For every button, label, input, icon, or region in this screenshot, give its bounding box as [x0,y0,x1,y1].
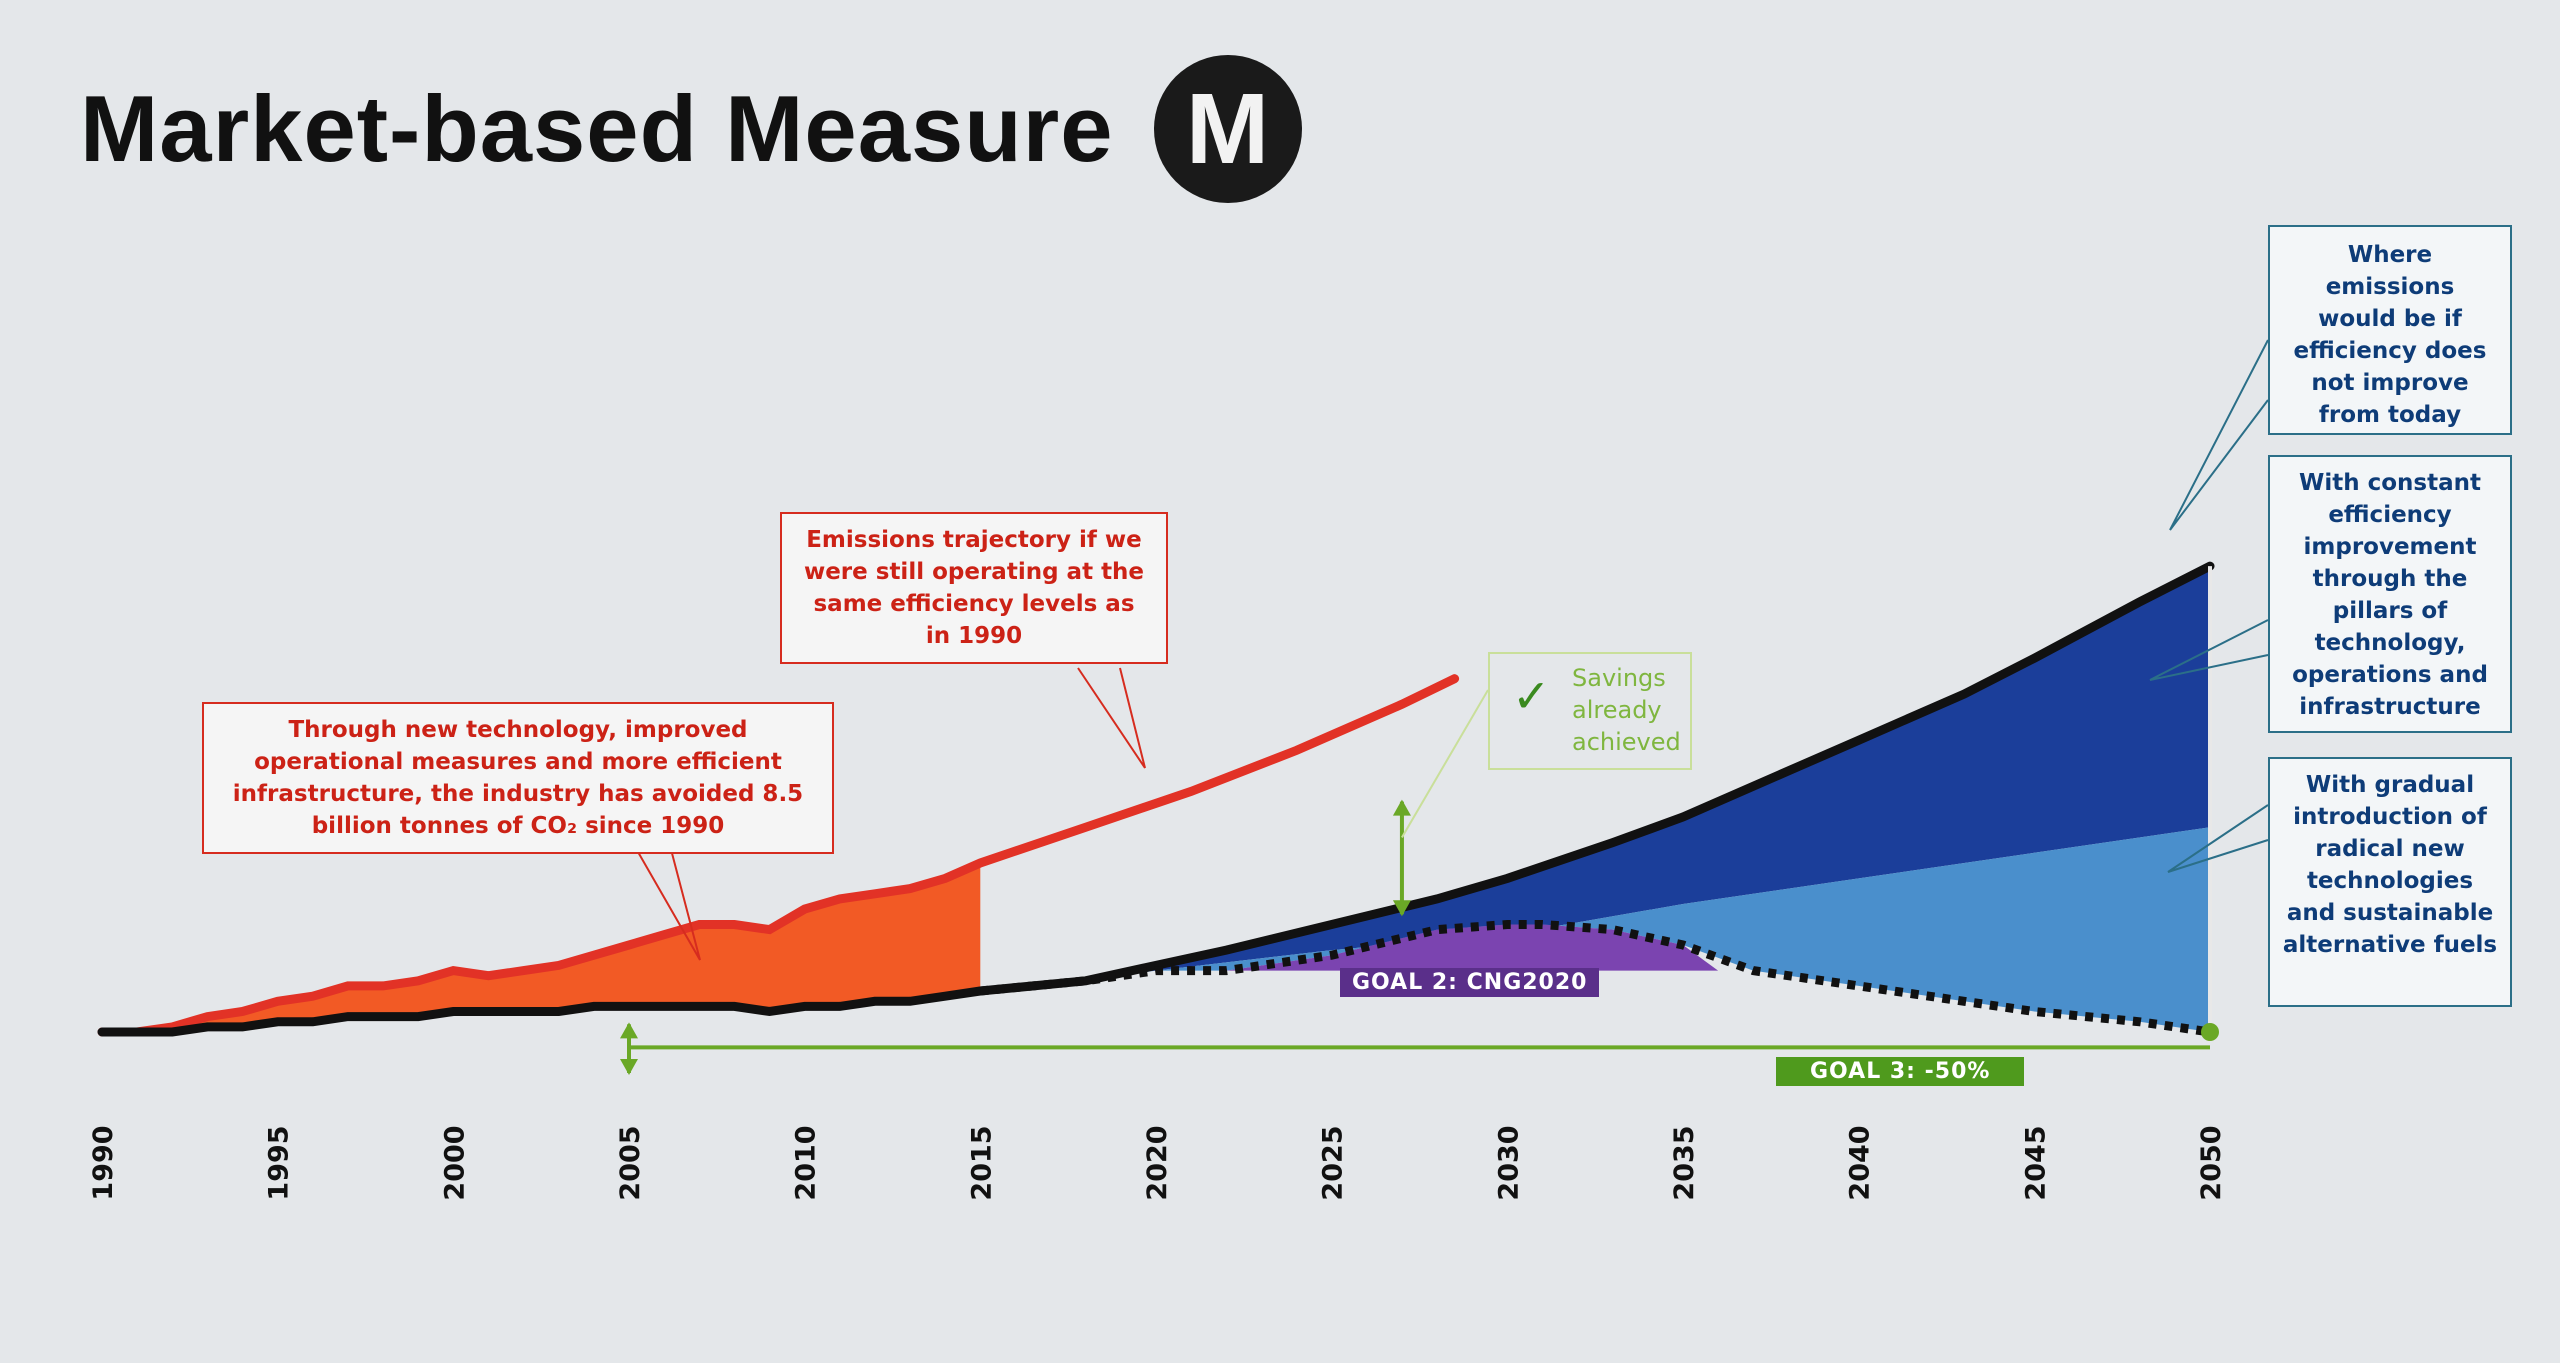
x-tick-2050: 2050 [2196,1125,2227,1200]
callout-gradual-introduction: With gradual introduction of radical new… [2268,757,2512,1007]
area-cng2020-purple [1191,924,1719,971]
callout-1990-trajectory: Emissions trajectory if we were still op… [780,512,1168,664]
x-tick-2025: 2025 [1318,1125,1349,1200]
goal2-label: GOAL 2: CNG2020 [1340,968,1600,997]
savings-label: Savings already achieved [1572,664,1681,756]
callout-avoided-emissions: Through new technology, improved operati… [202,702,834,854]
goal3-arrow [620,1022,2219,1075]
savings-arrow-head-down [1392,900,1411,917]
check-icon: ✓ [1512,669,1551,723]
goal3-label: GOAL 3: -50% [1776,1057,2025,1086]
leader-trajectory [1077,667,1146,769]
area-improvement-dark-blue [980,566,2210,991]
callout-savings-achieved: ✓ Savings already achieved [1488,652,1692,770]
leader-no-improvement [2169,339,2269,531]
savings-arrow-head-up [1392,799,1411,816]
leader-avoided [629,837,701,961]
callout-constant-efficiency: With constant efficiency improvement thr… [2268,455,2512,733]
savings-leader [1401,689,1489,838]
area-avoided-orange [102,863,981,1032]
x-tick-2035: 2035 [1669,1125,1700,1200]
goal3-head-up [620,1022,638,1039]
area-new-tech-light-blue [980,827,2210,1032]
x-tick-2005: 2005 [615,1125,646,1200]
x-tick-2020: 2020 [1142,1125,1173,1200]
x-tick-1995: 1995 [264,1125,295,1200]
savings-arrow [1392,689,1489,917]
line-no-improvement-projection [975,561,2215,996]
title-group: Market-based Measure M [80,55,1302,203]
m-badge-icon: M [1153,55,1302,203]
goal3-head-down [620,1058,638,1075]
x-tick-2010: 2010 [791,1125,822,1200]
x-tick-2040: 2040 [1845,1125,1876,1200]
line-actual-emissions [97,986,985,1037]
x-tick-1990: 1990 [88,1125,119,1200]
line-1990-efficiency-trajectory [97,674,1460,1037]
leader-gradual [2167,804,2269,873]
x-tick-2045: 2045 [2020,1125,2051,1200]
page-title: Market-based Measure [80,76,1114,181]
goal3-end-dot [2201,1023,2219,1041]
callout-leader-lines [629,339,2269,961]
line-goal-trajectory-dotted [979,920,2211,1037]
x-tick-2015: 2015 [966,1125,997,1200]
callout-no-improvement: Where emissions would be if efficiency d… [2268,225,2512,435]
leader-constant [2149,619,2269,681]
x-tick-2000: 2000 [439,1125,470,1200]
x-tick-2030: 2030 [1493,1125,1524,1200]
x-axis-ticks: 1990 1995 2000 2005 2010 2015 2020 2025 2030 2035… [88,1125,2227,1200]
